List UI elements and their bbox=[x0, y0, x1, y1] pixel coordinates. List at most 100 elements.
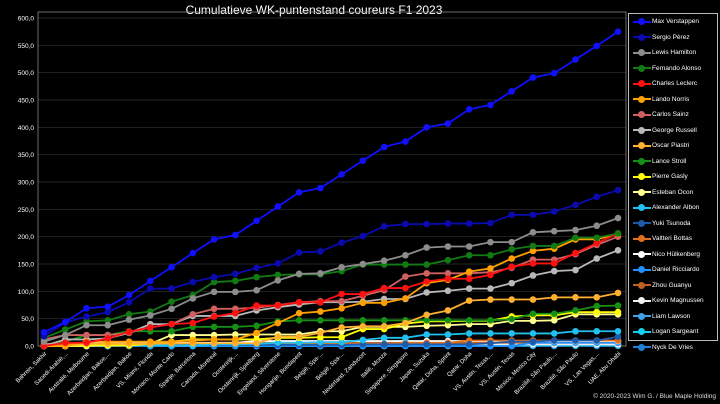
data-point bbox=[423, 269, 430, 277]
y-tick-label: 350,0 bbox=[18, 152, 35, 159]
series-line bbox=[43, 304, 619, 347]
data-point bbox=[359, 299, 367, 307]
data-point bbox=[380, 323, 388, 330]
data-point bbox=[125, 328, 133, 336]
data-point bbox=[295, 333, 303, 341]
data-point bbox=[274, 339, 282, 347]
legend-item: Pierre Gasly bbox=[629, 169, 717, 185]
data-point bbox=[380, 341, 388, 348]
legend-label: Max Verstappen bbox=[652, 18, 699, 26]
y-tick-label: 300,0 bbox=[18, 180, 35, 187]
data-point bbox=[104, 335, 112, 342]
data-point bbox=[614, 333, 622, 341]
data-point bbox=[550, 330, 558, 337]
data-point bbox=[317, 184, 324, 192]
y-tick-label: 200,0 bbox=[18, 234, 35, 241]
legend-item: Logan Sargeant bbox=[629, 324, 717, 340]
data-point bbox=[189, 337, 197, 344]
data-point bbox=[423, 289, 430, 296]
legend-marker bbox=[633, 33, 651, 41]
data-point bbox=[444, 256, 452, 264]
legend-item: Valtteri Bottas bbox=[629, 231, 717, 247]
legend-item: Carlos Sainz bbox=[629, 107, 717, 123]
data-point bbox=[465, 220, 473, 227]
data-point bbox=[572, 249, 579, 257]
data-point bbox=[529, 317, 537, 325]
data-point bbox=[508, 255, 516, 262]
data-point bbox=[402, 261, 409, 268]
legend-marker bbox=[633, 64, 651, 72]
data-point bbox=[380, 334, 388, 342]
data-point bbox=[253, 302, 260, 309]
data-point bbox=[168, 263, 175, 271]
x-tick-label: Mexico, Mexico City bbox=[495, 351, 537, 393]
data-point bbox=[210, 336, 218, 343]
x-tick-label: Azerbeidjan, Bakoe bbox=[92, 351, 134, 393]
data-point bbox=[572, 294, 579, 301]
data-point bbox=[232, 288, 239, 296]
data-point bbox=[508, 330, 516, 337]
data-point bbox=[508, 238, 516, 246]
data-point bbox=[572, 266, 579, 274]
legend-marker bbox=[633, 111, 651, 119]
data-point bbox=[550, 227, 558, 235]
series-line bbox=[43, 217, 619, 343]
legend-item: Nyck De Vries bbox=[629, 340, 717, 356]
data-point bbox=[465, 317, 473, 324]
data-point bbox=[402, 295, 409, 302]
legend-marker bbox=[633, 266, 651, 274]
data-point bbox=[359, 336, 367, 344]
legend-marker bbox=[633, 80, 651, 88]
data-point bbox=[125, 338, 133, 345]
series-line bbox=[43, 189, 619, 337]
series-line bbox=[44, 292, 619, 347]
legend-marker bbox=[633, 126, 651, 134]
data-point bbox=[550, 260, 558, 267]
legend-label: Daniel Ricciardo bbox=[652, 266, 700, 274]
legend-marker bbox=[633, 312, 651, 320]
y-tick-label: 550,0 bbox=[18, 43, 35, 50]
data-point bbox=[380, 222, 388, 230]
data-point bbox=[380, 143, 388, 151]
data-point bbox=[338, 317, 345, 324]
data-point bbox=[338, 333, 345, 341]
legend-item: Liam Lawson bbox=[629, 309, 717, 325]
data-point bbox=[614, 247, 622, 254]
data-point bbox=[359, 260, 367, 268]
data-point bbox=[423, 261, 430, 268]
data-point bbox=[359, 232, 367, 240]
data-point bbox=[232, 309, 239, 317]
data-point bbox=[487, 339, 494, 347]
legend-marker bbox=[633, 142, 651, 150]
data-point bbox=[83, 313, 90, 320]
data-point bbox=[168, 298, 175, 306]
data-point bbox=[61, 326, 69, 333]
data-point bbox=[402, 251, 409, 259]
data-point bbox=[508, 211, 516, 219]
data-point bbox=[295, 317, 303, 324]
data-point bbox=[444, 120, 452, 127]
data-point bbox=[593, 337, 601, 344]
legend-marker bbox=[633, 49, 651, 57]
data-point bbox=[402, 319, 409, 327]
data-point bbox=[487, 317, 494, 324]
data-point bbox=[83, 331, 90, 339]
y-tick-label: 50,0 bbox=[21, 316, 34, 323]
data-point bbox=[423, 220, 430, 228]
data-point bbox=[338, 239, 345, 246]
data-point bbox=[232, 323, 239, 331]
data-point bbox=[550, 267, 558, 275]
data-point bbox=[125, 310, 133, 318]
data-point bbox=[274, 333, 282, 341]
data-point bbox=[614, 289, 622, 297]
data-point bbox=[274, 271, 282, 279]
copyright-text: © 2020-2023 Wim G. / Blue Maple Holding bbox=[593, 393, 716, 400]
data-point bbox=[593, 222, 601, 230]
y-tick-label: 500,0 bbox=[18, 70, 35, 77]
data-point bbox=[444, 275, 452, 283]
data-point bbox=[380, 257, 388, 265]
data-point bbox=[402, 138, 409, 145]
data-point bbox=[593, 193, 601, 201]
data-point bbox=[465, 105, 473, 113]
data-point bbox=[338, 304, 345, 312]
